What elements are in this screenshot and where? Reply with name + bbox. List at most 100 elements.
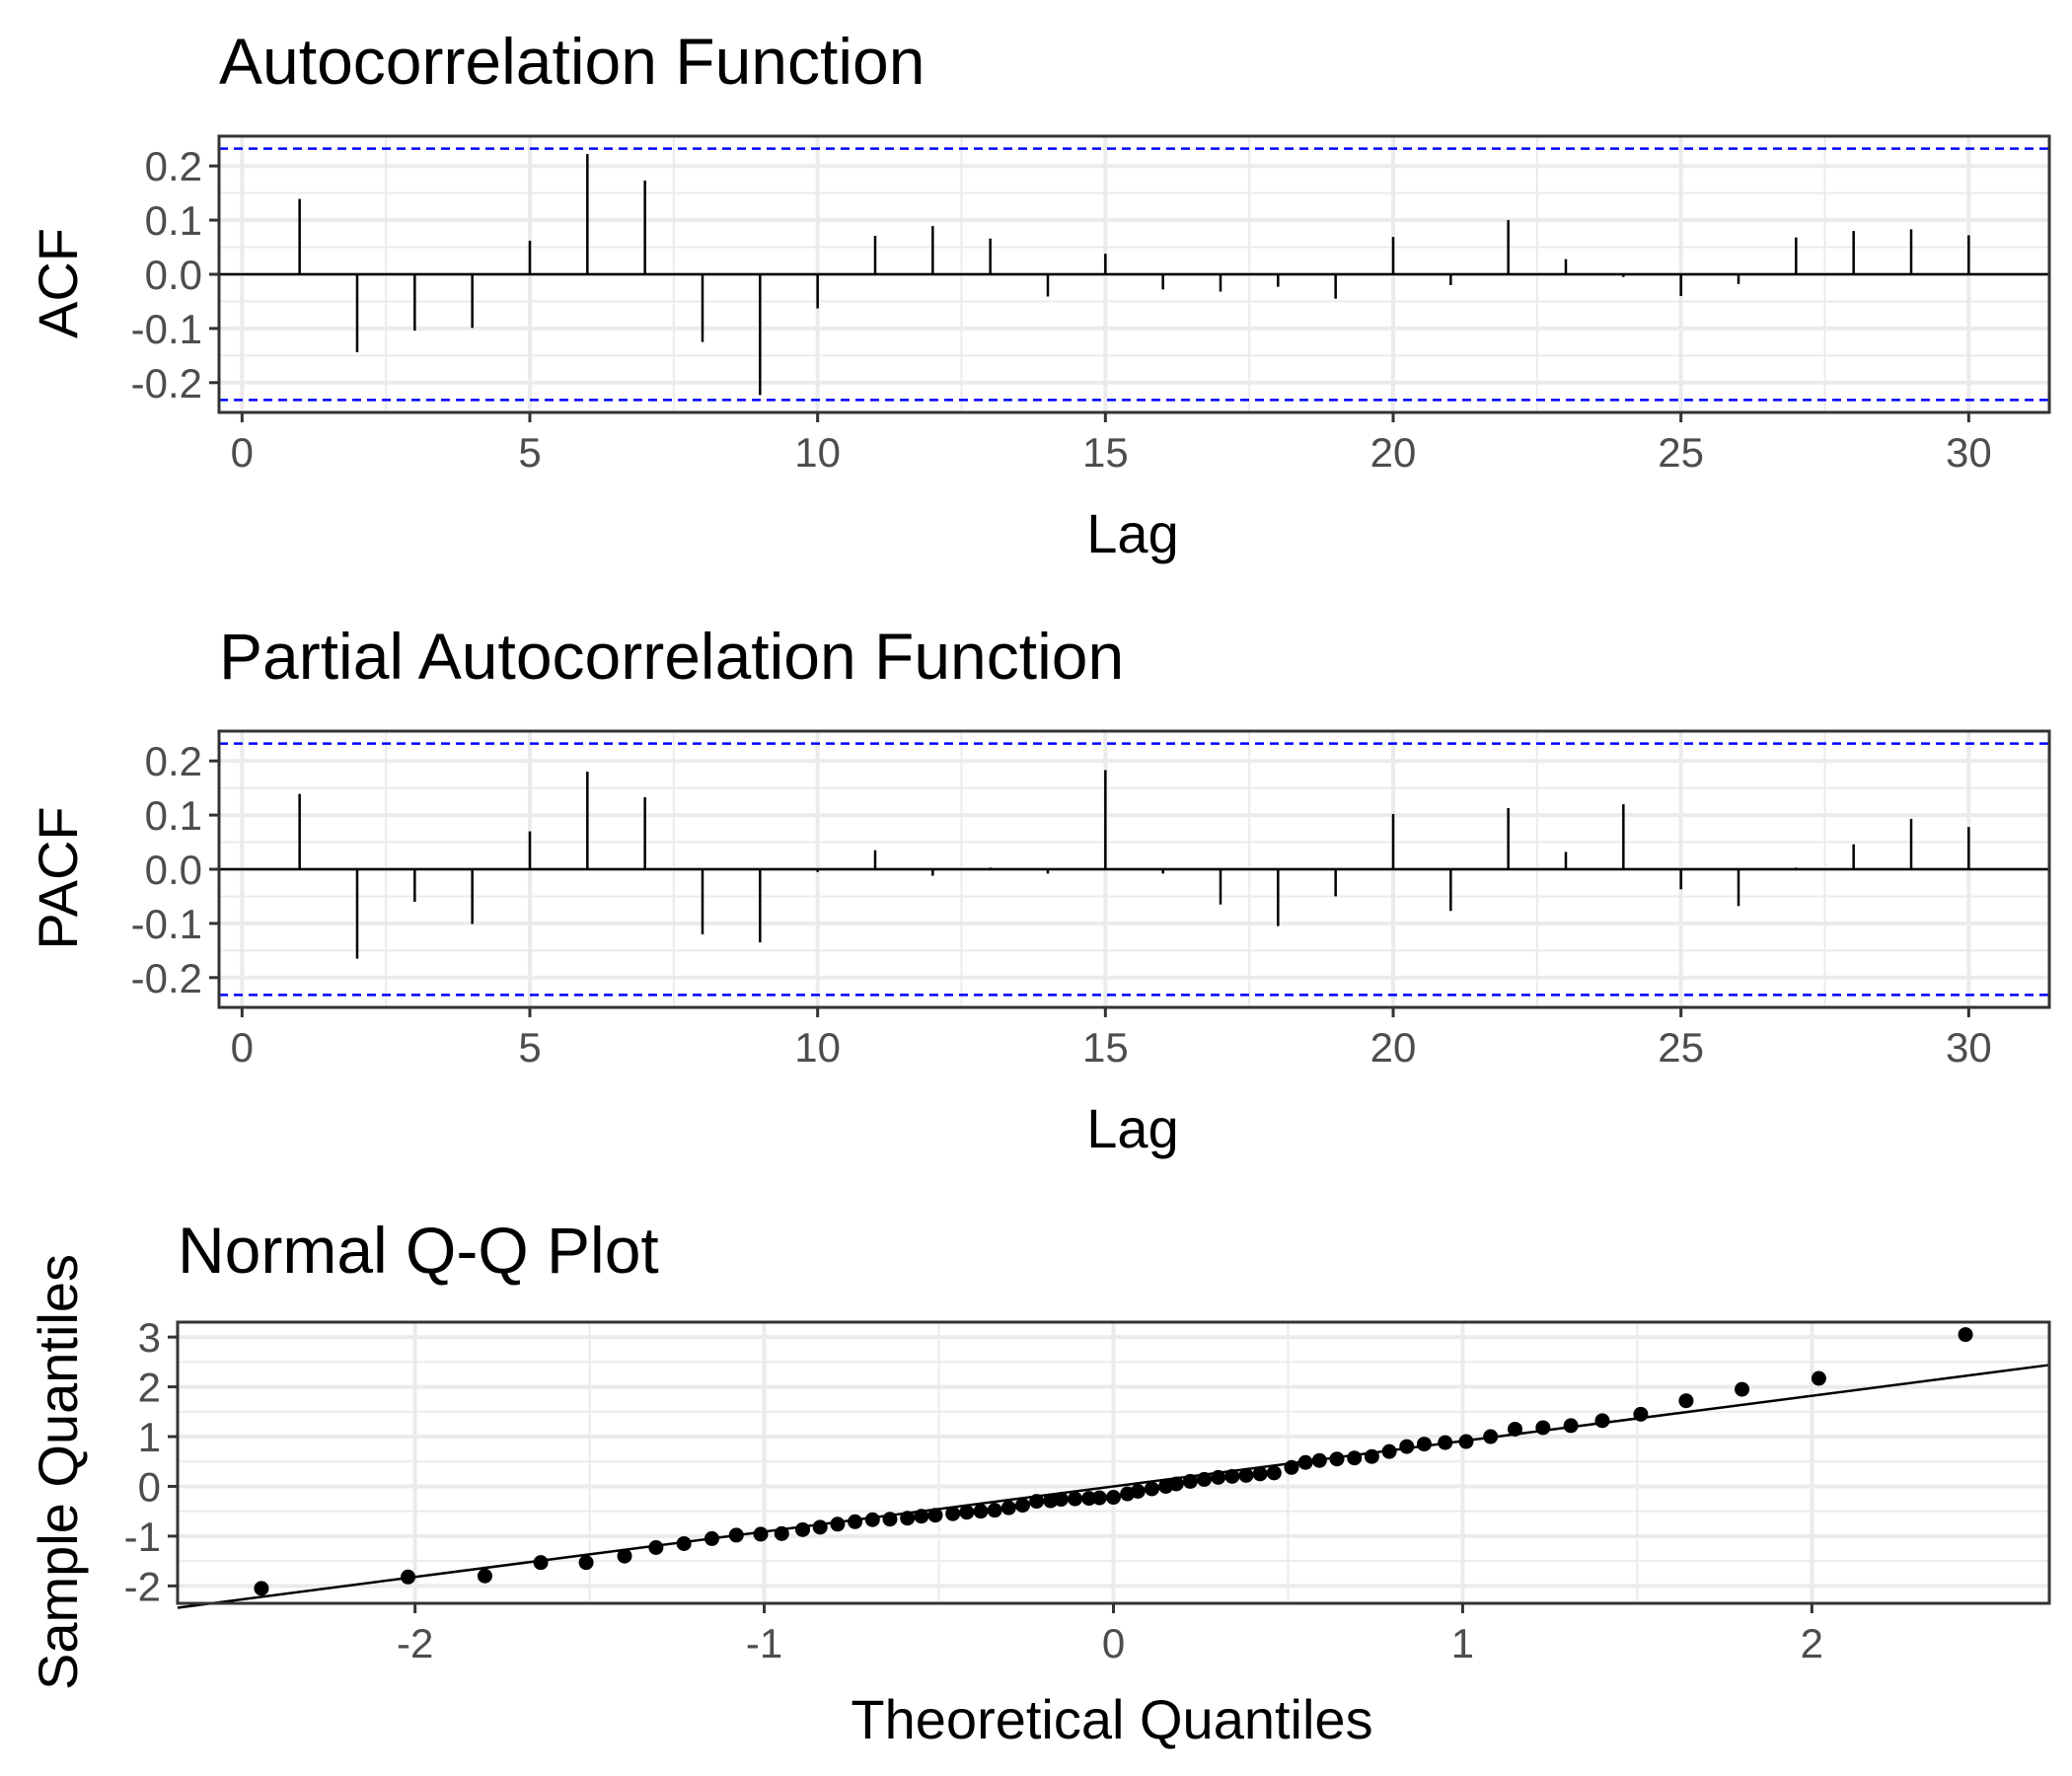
qq-point-56 xyxy=(1438,1435,1453,1450)
qq-point-41 xyxy=(1197,1471,1213,1487)
qq-point-54 xyxy=(1399,1439,1415,1454)
qq-point-36 xyxy=(1130,1484,1146,1500)
qq-point-33 xyxy=(1091,1490,1107,1506)
qq-point-15 xyxy=(830,1517,846,1532)
acf-y-tick-label: 0.0 xyxy=(145,252,202,298)
qq-chart-title: Normal Q-Q Plot xyxy=(178,1214,659,1287)
qq-point-43 xyxy=(1224,1468,1240,1484)
pacf-y-tick-label: -0.2 xyxy=(131,955,202,1001)
acf-y-tick-label: 0.1 xyxy=(145,197,202,244)
pacf-x-tick-label: 30 xyxy=(1946,1024,1992,1071)
qq-point-26 xyxy=(1000,1500,1016,1516)
qq-y-tick-label: 3 xyxy=(138,1314,161,1361)
qq-x-tick-label: 2 xyxy=(1801,1620,1823,1666)
acf-x-tick-label: 10 xyxy=(794,429,841,476)
qq-point-11 xyxy=(753,1526,769,1542)
qq-point-39 xyxy=(1168,1476,1184,1492)
qq-point-58 xyxy=(1483,1429,1499,1444)
qq-point-50 xyxy=(1329,1451,1345,1467)
qq-point-48 xyxy=(1297,1454,1313,1470)
pacf-plot-area: 0 5 10 15 20 25 30 -0.2 -0.1 0.0 0.1 0.2 xyxy=(131,729,2051,1071)
acf-y-tick-label: -0.1 xyxy=(131,306,202,352)
qq-y-axis-label: Sample Quantiles xyxy=(27,1254,89,1690)
qq-y-tick-label: -2 xyxy=(124,1563,161,1609)
qq-point-21 xyxy=(927,1508,943,1523)
acf-x-tick-label: 5 xyxy=(518,429,541,476)
acf-x-tick-label: 0 xyxy=(231,429,254,476)
qq-reference-line xyxy=(177,1364,2050,1609)
qq-point-46 xyxy=(1266,1465,1282,1481)
qq-point-66 xyxy=(1811,1370,1826,1386)
qq-point-52 xyxy=(1364,1448,1379,1464)
qq-point-53 xyxy=(1381,1443,1397,1459)
qq-point-14 xyxy=(812,1519,828,1535)
qq-point-60 xyxy=(1535,1420,1551,1436)
pacf-x-tick-label: 20 xyxy=(1370,1024,1417,1071)
qq-point-24 xyxy=(973,1504,989,1519)
qq-point-51 xyxy=(1347,1450,1363,1466)
pacf-chart: 0 5 10 15 20 25 30 -0.2 -0.1 0.0 0.1 0.2 Partial Au… xyxy=(27,620,2051,1159)
qq-x-tick-label: 0 xyxy=(1102,1620,1125,1666)
qq-point-34 xyxy=(1106,1490,1121,1506)
qq-point-22 xyxy=(945,1506,961,1521)
qq-point-16 xyxy=(848,1514,863,1529)
qq-point-8 xyxy=(676,1535,692,1551)
qq-point-27 xyxy=(1014,1498,1030,1514)
qq-point-2 xyxy=(401,1569,416,1585)
qq-point-57 xyxy=(1458,1434,1474,1449)
qq-point-49 xyxy=(1311,1452,1327,1468)
qq-x-tick-label: 1 xyxy=(1451,1620,1474,1666)
pacf-y-tick-label: 0.2 xyxy=(145,738,202,784)
qq-x-axis-label: Theoretical Quantiles xyxy=(851,1688,1372,1750)
acf-y-tick-label: -0.2 xyxy=(131,360,202,407)
acf-plot-area: 0 5 10 15 20 25 30 -0.2 -0.1 0.0 0.1 0.2 xyxy=(131,134,2051,476)
qq-point-12 xyxy=(774,1525,789,1541)
pacf-x-axis-label: Lag xyxy=(1086,1097,1178,1159)
pacf-x-tick-label: 10 xyxy=(794,1024,841,1071)
acf-chart: 0 5 10 15 20 25 30 -0.2 -0.1 0.0 0.1 0.2 Autocorrel… xyxy=(27,25,2051,564)
acf-y-axis-label: ACF xyxy=(27,228,89,338)
qq-point-17 xyxy=(864,1512,880,1527)
pacf-y-axis-label: PACF xyxy=(27,806,89,949)
qq-x-tick-label: -1 xyxy=(746,1620,782,1666)
qq-point-13 xyxy=(795,1521,811,1537)
qq-point-23 xyxy=(959,1505,975,1520)
pacf-y-tick-label: 0.1 xyxy=(145,792,202,839)
qq-point-28 xyxy=(1029,1494,1045,1510)
pacf-x-tick-label: 0 xyxy=(231,1024,254,1071)
pacf-x-tick-label: 15 xyxy=(1082,1024,1129,1071)
acf-chart-title: Autocorrelation Function xyxy=(219,25,925,98)
qq-point-40 xyxy=(1182,1473,1198,1489)
qq-point-44 xyxy=(1238,1467,1254,1483)
pacf-x-tick-label: 25 xyxy=(1658,1024,1704,1071)
qq-point-10 xyxy=(728,1527,744,1543)
acf-x-axis-label: Lag xyxy=(1086,502,1178,564)
qq-point-32 xyxy=(1081,1491,1097,1507)
qq-point-3 xyxy=(477,1568,492,1584)
qq-y-tick-label: 2 xyxy=(138,1365,161,1411)
qq-point-65 xyxy=(1735,1381,1750,1397)
qq-point-64 xyxy=(1678,1393,1694,1409)
acf-x-tick-label: 15 xyxy=(1082,429,1129,476)
qq-point-6 xyxy=(617,1548,632,1564)
qq-point-4 xyxy=(533,1555,549,1571)
pacf-chart-title: Partial Autocorrelation Function xyxy=(219,620,1124,693)
qq-point-37 xyxy=(1144,1481,1159,1497)
qq-point-30 xyxy=(1053,1492,1069,1508)
acf-x-tick-label: 20 xyxy=(1370,429,1417,476)
qq-point-7 xyxy=(648,1540,664,1556)
qq-point-67 xyxy=(1958,1327,1973,1343)
qq-point-59 xyxy=(1508,1421,1523,1437)
qq-point-45 xyxy=(1252,1466,1268,1482)
qq-point-31 xyxy=(1068,1491,1083,1507)
qq-y-tick-label: 1 xyxy=(138,1414,161,1460)
qq-point-5 xyxy=(578,1555,594,1571)
qq-point-55 xyxy=(1416,1437,1432,1452)
qq-y-tick-label: 0 xyxy=(138,1463,161,1510)
qq-x-tick-label: -2 xyxy=(397,1620,433,1666)
qq-point-61 xyxy=(1563,1418,1579,1434)
pacf-x-tick-label: 5 xyxy=(518,1024,541,1071)
acf-x-tick-label: 30 xyxy=(1946,429,1992,476)
